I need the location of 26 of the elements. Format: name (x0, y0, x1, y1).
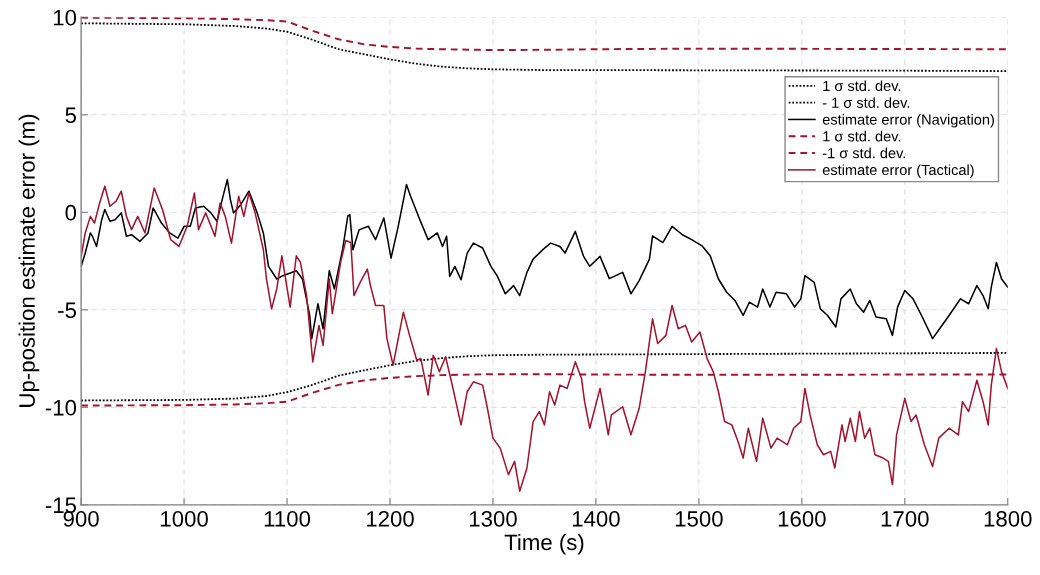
x-tick-label: 1600 (778, 510, 826, 527)
y-tick-label: -10 (45, 399, 77, 416)
legend-label: - 1 σ std. dev. (822, 97, 910, 108)
x-tick-label: 1800 (984, 510, 1032, 527)
line-series (81, 22, 1008, 72)
x-tick-label: 1300 (469, 510, 517, 527)
y-tick-label: 10 (53, 9, 77, 26)
legend-label: -1 σ std. dev. (822, 147, 906, 159)
x-tick-label: 1200 (366, 510, 414, 527)
y-tick-label: -5 (58, 302, 77, 319)
legend-label: 1 σ std. dev. (823, 130, 901, 142)
x-tick-label: 1500 (675, 510, 723, 527)
legend-label: estimate error (Tactical) (822, 164, 974, 178)
x-tick-label: 1100 (264, 510, 311, 527)
x-axis-title: Time (s) (504, 533, 584, 555)
y-tick-label: 5 (65, 107, 77, 124)
x-tick-label: 1400 (572, 510, 620, 527)
line-series (81, 185, 1008, 492)
legend-label: estimate error (Navigation) (822, 113, 994, 128)
line-series (81, 178, 1008, 340)
line-series (81, 352, 1008, 402)
y-tick-label: 0 (65, 204, 77, 221)
y-axis-title: Up-position estimate error (m) (18, 114, 40, 407)
x-tick-label: 1000 (161, 510, 208, 527)
x-tick-label: 1700 (881, 510, 929, 527)
legend-label: 1 σ std. dev. (823, 80, 901, 92)
